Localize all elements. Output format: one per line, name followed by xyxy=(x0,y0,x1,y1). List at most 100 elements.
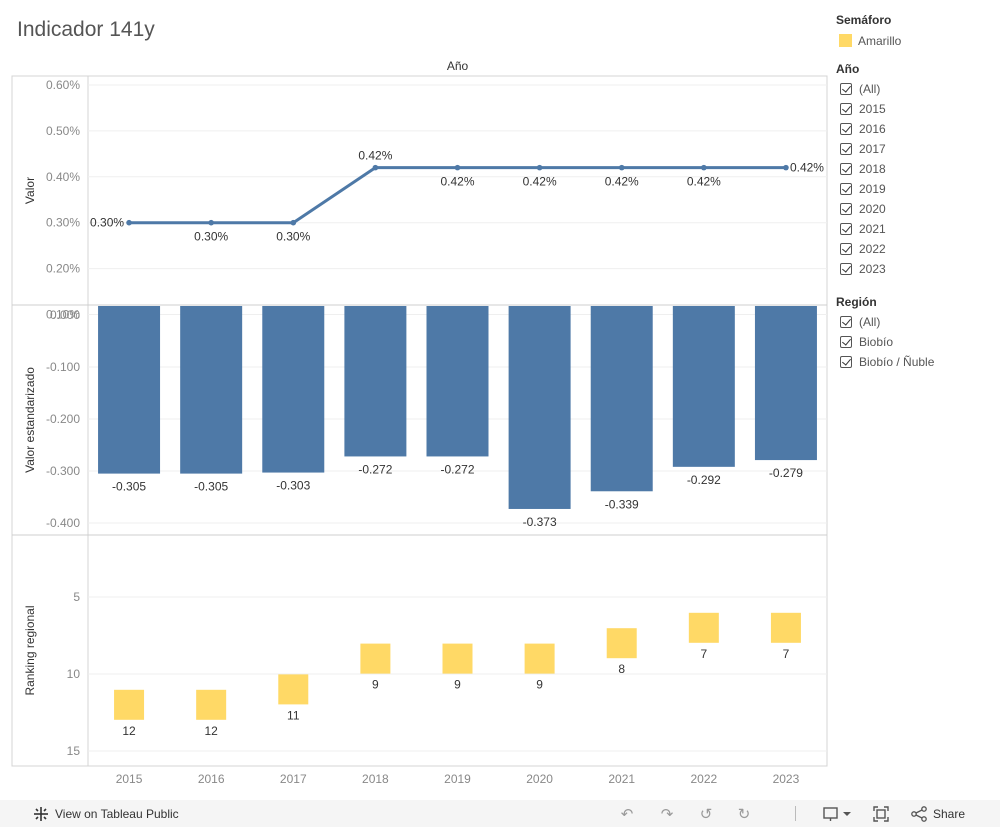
y-axis-title: Valor xyxy=(23,177,37,204)
y-tick-label: 10 xyxy=(67,667,81,681)
fullscreen-icon[interactable] xyxy=(872,805,890,823)
rank-data-label: 8 xyxy=(618,662,625,676)
line-point xyxy=(126,219,132,226)
rank-square xyxy=(524,643,555,674)
ano-filter-option[interactable]: 2022 xyxy=(840,241,886,257)
ano-filter-option[interactable]: 2019 xyxy=(840,181,886,197)
y-axis-title: Valor estandarizado xyxy=(23,367,37,473)
y-tick-label: 0.000 xyxy=(50,308,80,322)
ano-filter-option[interactable]: 2023 xyxy=(840,261,886,277)
view-on-tableau-public-link[interactable]: View on Tableau Public xyxy=(55,806,179,821)
rank-square xyxy=(360,643,391,674)
x-tick-label: 2019 xyxy=(444,772,471,786)
x-tick-label: 2017 xyxy=(280,772,307,786)
chart-frame xyxy=(11,75,828,767)
tableau-toolbar: View on Tableau Public ↶ ↷ ↺ ↻ Share xyxy=(0,800,1000,827)
line-data-label: 0.42% xyxy=(358,149,392,163)
checkbox-checked-icon[interactable] xyxy=(840,336,852,348)
ano-filter-option-label: 2016 xyxy=(859,122,886,136)
bar-data-label: -0.339 xyxy=(605,497,639,511)
ano-filter-option-label: 2015 xyxy=(859,102,886,116)
bar xyxy=(508,306,571,509)
ano-filter-option[interactable]: 2021 xyxy=(840,221,886,237)
line-point xyxy=(783,164,789,171)
rank-data-label: 9 xyxy=(372,678,379,692)
column-header: Año xyxy=(447,59,469,73)
ano-filter-option[interactable]: (All) xyxy=(840,81,880,97)
rank-data-label: 7 xyxy=(700,647,707,661)
checkbox-checked-icon[interactable] xyxy=(840,123,852,135)
revert-icon[interactable]: ↺ xyxy=(699,806,713,823)
checkbox-checked-icon[interactable] xyxy=(840,356,852,368)
rank-data-label: 12 xyxy=(122,724,136,738)
refresh-icon[interactable]: ↻ xyxy=(737,806,751,823)
checkbox-checked-icon[interactable] xyxy=(840,143,852,155)
checkbox-checked-icon[interactable] xyxy=(840,223,852,235)
rank-square xyxy=(770,612,801,643)
rank-square xyxy=(688,612,719,643)
undo-icon[interactable]: ↶ xyxy=(620,806,634,823)
ano-filter-option-label: 2023 xyxy=(859,262,886,276)
x-tick-label: 2023 xyxy=(773,772,800,786)
rank-square xyxy=(606,628,637,659)
rank-data-label: 12 xyxy=(204,724,218,738)
checkbox-checked-icon[interactable] xyxy=(840,316,852,328)
redo-icon[interactable]: ↷ xyxy=(660,806,674,823)
checkbox-checked-icon[interactable] xyxy=(840,203,852,215)
amarillo-swatch xyxy=(839,34,852,47)
chart-labels: Año 0.30% 0.30% 0.30% 0.42% 0.42% 0.42% 0.42% 0.… xyxy=(90,59,824,738)
region-filter-option[interactable]: Biobío xyxy=(840,334,893,350)
download-icon[interactable] xyxy=(822,805,852,823)
y-tick-label: -0.200 xyxy=(46,412,80,426)
line-point xyxy=(701,164,707,171)
checkbox-checked-icon[interactable] xyxy=(840,163,852,175)
region-filter-option-label: Biobío xyxy=(859,335,894,349)
rank-square xyxy=(278,674,309,705)
bar xyxy=(590,306,653,492)
checkbox-checked-icon[interactable] xyxy=(840,183,852,195)
bar-data-label: -0.303 xyxy=(276,479,310,493)
ano-filter-option[interactable]: 2015 xyxy=(840,101,886,117)
ano-filter-option-label: 2018 xyxy=(859,162,886,176)
semaforo-legend-title: Semáforo xyxy=(836,13,892,27)
checkbox-checked-icon[interactable] xyxy=(840,103,852,115)
region-filter-option[interactable]: (All) xyxy=(840,314,880,330)
x-tick-label: 2020 xyxy=(526,772,553,786)
rank-data-label: 9 xyxy=(454,678,461,692)
region-filter-option[interactable]: Biobío / Ñuble xyxy=(840,354,934,370)
region-filter-option-label: Biobío / Ñuble xyxy=(859,355,935,369)
y-tick-label: 0.30% xyxy=(46,216,80,230)
bar xyxy=(262,306,325,473)
y-tick-label: -0.300 xyxy=(46,464,80,478)
y-tick-label: 0.20% xyxy=(46,262,80,276)
rank-square xyxy=(196,689,227,720)
chart-border xyxy=(11,75,828,767)
bar xyxy=(344,306,407,457)
region-filter-option-label: (All) xyxy=(859,315,881,329)
rank-data-label: 11 xyxy=(287,708,300,722)
ano-filter-option[interactable]: 2017 xyxy=(840,141,886,157)
ano-filter-option[interactable]: 2018 xyxy=(840,161,886,177)
checkbox-checked-icon[interactable] xyxy=(840,263,852,275)
rank-square xyxy=(442,643,473,674)
semaforo-legend-item: Amarillo xyxy=(858,34,902,48)
ano-filter-option-label: 2022 xyxy=(859,242,886,256)
bar-data-label: -0.305 xyxy=(112,480,146,494)
y-tick-label: 15 xyxy=(67,744,81,758)
ano-filter-option-label: (All) xyxy=(859,82,881,96)
share-button[interactable]: Share xyxy=(933,806,966,821)
x-tick-label: 2018 xyxy=(362,772,389,786)
y-tick-label: 0.50% xyxy=(46,124,80,138)
y-tick-label: -0.400 xyxy=(46,516,80,530)
y-axis-title: Ranking regional xyxy=(23,605,37,695)
ano-filter-option[interactable]: 2020 xyxy=(840,201,886,217)
line-data-label: 0.42% xyxy=(523,175,557,189)
bar xyxy=(426,306,489,457)
checkbox-checked-icon[interactable] xyxy=(840,243,852,255)
share-icon[interactable] xyxy=(910,805,928,823)
checkbox-checked-icon[interactable] xyxy=(840,83,852,95)
tableau-logo-icon[interactable] xyxy=(32,805,50,823)
ano-filter-option-label: 2021 xyxy=(859,222,886,236)
bar xyxy=(180,306,243,474)
ano-filter-option[interactable]: 2016 xyxy=(840,121,886,137)
